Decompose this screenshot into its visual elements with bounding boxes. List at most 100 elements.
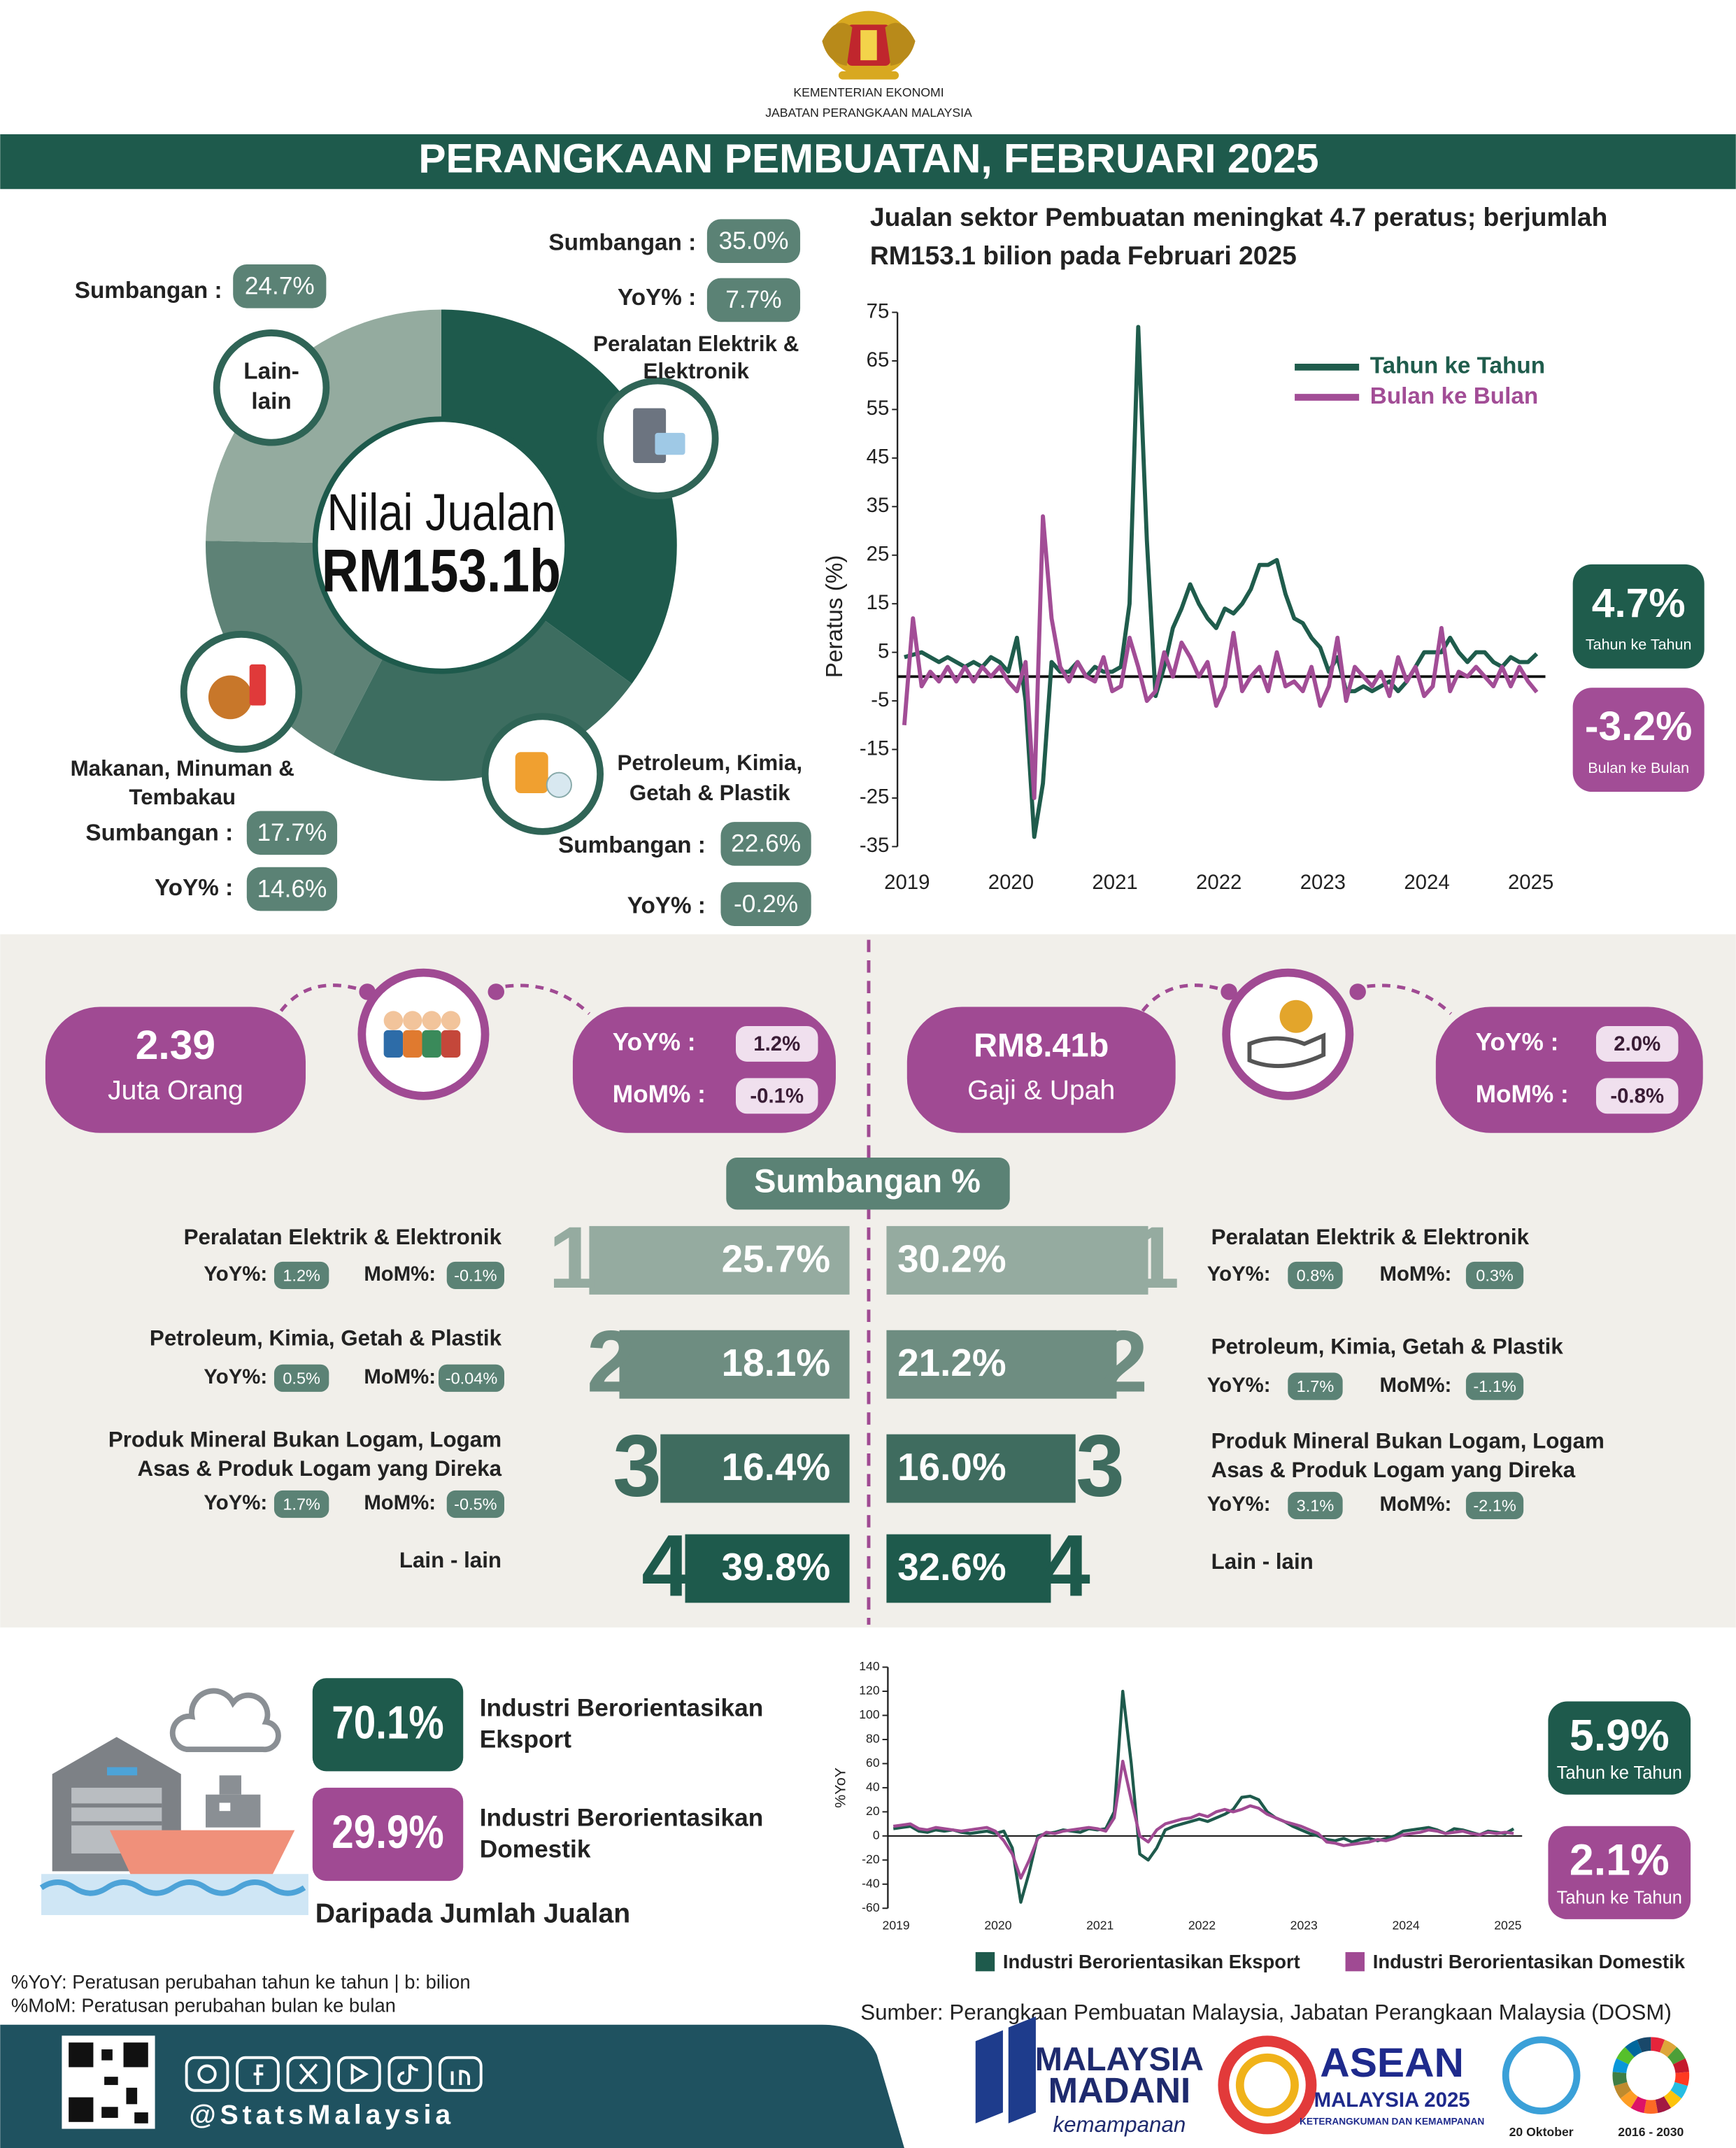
x-tick-label: 2023 [1300, 871, 1346, 894]
connector [279, 983, 360, 1012]
industry-name: Lain - lain [1211, 1549, 1314, 1574]
label: Getah & Plastik [629, 781, 790, 805]
pill [446, 1490, 505, 1518]
pill [1288, 1491, 1343, 1520]
pill [720, 822, 811, 866]
qr-code [62, 2035, 155, 2129]
sdg-wheel [1667, 2047, 1686, 2065]
pill [706, 278, 801, 322]
pill [438, 1364, 505, 1392]
social-icons [185, 2056, 483, 2092]
share-bar [886, 1225, 1148, 1295]
change-pill [1435, 1007, 1703, 1133]
x-tick-label: 2019 [884, 871, 930, 894]
label: YoY% : [627, 892, 706, 918]
series-line [902, 514, 1539, 800]
change-label: MoM%: [1380, 1263, 1452, 1286]
x-tick-label: 2020 [988, 871, 1034, 894]
stat-value: 2.39 [136, 1023, 215, 1068]
dot [1221, 983, 1237, 1000]
share-bar [886, 1330, 1117, 1399]
label: Sumbangan : [558, 832, 706, 858]
sdg-wheel [1637, 2037, 1651, 2053]
pill [1288, 1261, 1343, 1289]
rank-number: 3 [1076, 1417, 1125, 1515]
pill [1595, 1078, 1679, 1114]
pill [273, 1364, 329, 1392]
pill [273, 1261, 329, 1289]
share-box [312, 1678, 464, 1772]
pill-text: 17.7% [257, 819, 327, 846]
x-tick-label: 2021 [1092, 871, 1137, 894]
y-tick-label: 45 [867, 446, 890, 469]
pill [446, 1261, 505, 1289]
sdg-wheel [1625, 2040, 1642, 2058]
pill-text: -1.1% [1473, 1377, 1516, 1395]
y-tick-label: -40 [862, 1876, 880, 1890]
label: Petroleum, Kimia, [617, 751, 802, 775]
y-tick-label: 65 [867, 348, 890, 371]
share-bar [619, 1330, 850, 1399]
ship-illustration [39, 1688, 308, 1916]
share-value: 39.8% [722, 1545, 830, 1588]
source: Sumber: Perangkaan Pembuatan Malaysia, J… [860, 2000, 1672, 2024]
pill [246, 867, 338, 911]
y-tick-label: -25 [860, 785, 889, 809]
y-tick-label: 5 [878, 639, 889, 662]
sdg-wheel [1660, 2040, 1677, 2058]
y-tick-label: 35 [867, 494, 890, 517]
rank-number: 3 [613, 1417, 662, 1515]
sdg-wheel [1674, 2072, 1690, 2086]
industry-name: Produk Mineral Bukan Logam, Logam [108, 1428, 501, 1452]
y-tick-label: 75 [867, 299, 890, 322]
industry-name: Asas & Produk Logam yang Direka [138, 1456, 502, 1481]
pill-text: 0.8% [1297, 1267, 1335, 1285]
y-tick-label: 20 [866, 1804, 880, 1818]
rank-number: 2 [587, 1313, 636, 1411]
legend-swatch [975, 1951, 995, 1972]
rank-number: 2 [1099, 1313, 1148, 1411]
x-tick-label: 2022 [1196, 871, 1241, 894]
change-label: MoM%: [1380, 1374, 1452, 1397]
share-value: 16.4% [722, 1445, 830, 1488]
icon [1279, 1000, 1313, 1033]
sdg-wheel [1651, 2037, 1665, 2053]
stat-unit: Juta Orang [108, 1075, 243, 1105]
pill-text: 0.5% [283, 1369, 320, 1387]
pill-text: 7.7% [725, 286, 781, 313]
note: Daripada Jumlah Jualan [315, 1898, 630, 1928]
footnote: %MoM: Peratusan perubahan bulan ke bulan [11, 1995, 396, 2017]
y-axis-label: Peratus (%) [822, 555, 848, 678]
label: lain [251, 389, 291, 415]
share-label: Domestik [480, 1835, 591, 1863]
legend-label: Bulan ke Bulan [1370, 383, 1538, 409]
section-pill [726, 1157, 1010, 1210]
pill [1465, 1491, 1524, 1520]
industry-name: Asas & Produk Logam yang Direka [1211, 1458, 1576, 1482]
y-tick-label: -35 [860, 834, 889, 857]
pill-text: -0.1% [750, 1085, 804, 1108]
sdg-wheel [1616, 2047, 1635, 2065]
x-tick-label: 2025 [1494, 1918, 1521, 1932]
connector [1141, 983, 1221, 1012]
logo-ring [1235, 2053, 1299, 2117]
icon-circle [1222, 968, 1354, 1100]
change-label: MoM%: [364, 1365, 436, 1388]
industry-name: Peralatan Elektrik & Elektronik [184, 1225, 502, 1249]
label: KEMENTERIAN EKONOMI [793, 85, 944, 99]
sdg-wheel [1670, 2082, 1688, 2099]
x-tick-label: 2019 [883, 1918, 910, 1932]
sdg-wheel [1663, 2090, 1681, 2108]
connector [490, 983, 591, 1016]
sdg-wheel [1614, 2082, 1632, 2099]
y-tick-label: 120 [859, 1684, 880, 1698]
share-value: 29.9% [332, 1807, 443, 1858]
pill-text: -2.1% [1473, 1497, 1516, 1515]
dot [1349, 983, 1366, 1000]
annotation-box [1548, 1701, 1691, 1795]
annotation-value: 5.9% [1570, 1711, 1670, 1760]
x-tick-label: 2024 [1392, 1918, 1419, 1932]
pill-text: 1.7% [1297, 1377, 1335, 1395]
donut-segment [206, 541, 384, 755]
pill [1288, 1372, 1343, 1400]
